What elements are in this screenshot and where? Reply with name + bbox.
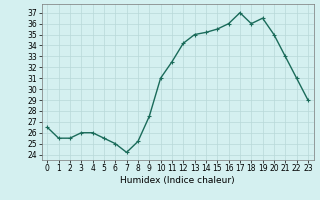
X-axis label: Humidex (Indice chaleur): Humidex (Indice chaleur) [120,176,235,185]
